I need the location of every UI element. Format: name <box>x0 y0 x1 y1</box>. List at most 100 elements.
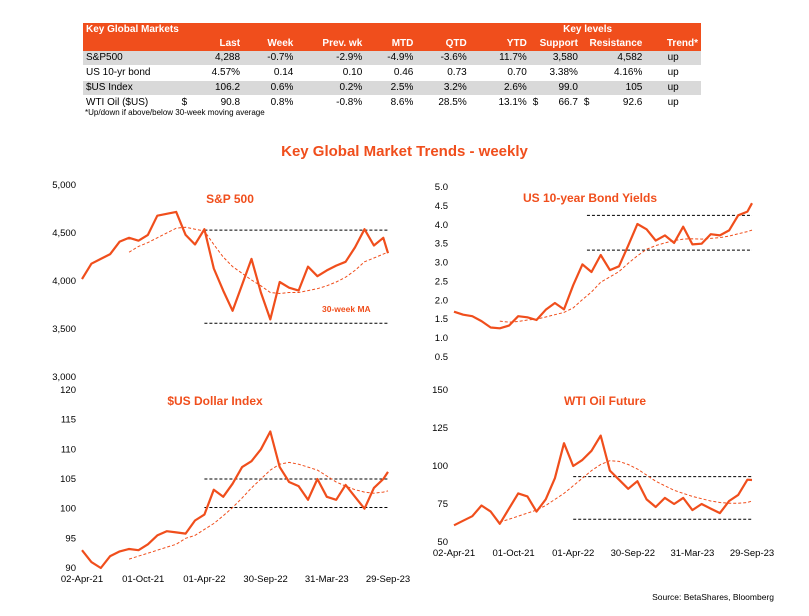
moving-average-line <box>128 461 389 560</box>
cell-mtd: 0.46 <box>365 65 417 81</box>
y-tick-label: 95 <box>65 533 76 544</box>
last-prefix <box>178 65 188 81</box>
sp500-chart: S&P 500 3,000 3,500 4,000 4,500 5,000 30-week … <box>52 180 390 383</box>
col-header-trend: Trend* <box>645 37 701 51</box>
y-tick-label: 3,000 <box>52 372 76 383</box>
source-note: Source: BetaShares, Bloomberg <box>652 592 774 602</box>
cell-support: 66.7 <box>543 95 581 111</box>
cell-trend: up <box>645 80 701 96</box>
table-row: $US Index 106.2 0.6% 0.2% 2.5% 3.2% 2.6%… <box>83 80 701 96</box>
x-tick-label: 02-Apr-21 <box>433 548 475 559</box>
table-footnote: *Up/down if above/below 30-week moving a… <box>85 108 265 117</box>
chart-panel-us10y: US 10-year Bond Yields 0.5 1.0 1.5 2.0 2.5 3.0… <box>400 170 800 385</box>
table-row: US 10-yr bond 4.57% 0.14 0.10 0.46 0.73 … <box>83 65 701 81</box>
y-tick-label: 2.0 <box>435 295 448 306</box>
cell-last: 4.57% <box>187 65 244 81</box>
support-prefix <box>529 80 544 96</box>
cell-qtd: 0.73 <box>416 65 470 81</box>
col-header-last: Last <box>187 37 244 51</box>
row-name: WTI Oil ($US) <box>83 95 179 111</box>
cell-ytd: 0.70 <box>469 65 530 81</box>
page-title: Key Global Market Trends - weekly <box>281 143 528 160</box>
col-header-support: Support <box>529 37 581 51</box>
x-tick-label: 31-Mar-23 <box>305 574 349 585</box>
cell-ytd: 11.7% <box>469 51 530 66</box>
cell-prev-week: -2.9% <box>296 51 366 66</box>
cell-prev-week: -0.8% <box>296 95 366 111</box>
y-tick-label: 3.5 <box>435 239 448 250</box>
usd-index-chart: $US Dollar Index 90 95 100 105 110 115 120 02-Ap… <box>60 385 410 585</box>
moving-average-line <box>128 226 389 295</box>
resistance-prefix <box>580 80 593 96</box>
cell-week: 0.8% <box>243 95 297 111</box>
chart-panel-sp500: S&P 500 3,000 3,500 4,000 4,500 5,000 30-week … <box>0 170 400 385</box>
x-tick-label: 01-Oct-21 <box>492 548 534 559</box>
cell-mtd: 8.6% <box>365 95 417 111</box>
chart-title: US 10-year Bond Yields <box>523 191 657 205</box>
cell-mtd: -4.9% <box>365 51 417 66</box>
table-header-row-2: Last Week Prev. wk MTD QTD YTD Support R… <box>83 37 701 51</box>
y-tick-label: 120 <box>60 385 76 396</box>
chart-panel-wti: WTI Oil Future 50 75 100 125 150 02-Apr-21 01-O… <box>400 380 800 590</box>
x-tick-label: 01-Apr-22 <box>183 574 225 585</box>
ma-annotation: 30-week MA <box>322 304 371 314</box>
col-header-prev-week: Prev. wk <box>296 37 366 51</box>
last-prefix: $ <box>178 95 188 111</box>
cell-qtd: 28.5% <box>416 95 470 111</box>
chart-title: WTI Oil Future <box>564 394 646 408</box>
x-tick-label: 29-Sep-23 <box>730 548 774 559</box>
resistance-prefix: $ <box>580 95 593 111</box>
cell-trend: up <box>645 95 701 111</box>
us10y-chart: US 10-year Bond Yields 0.5 1.0 1.5 2.0 2.5 3.0… <box>435 182 753 363</box>
y-tick-label: 115 <box>61 415 76 426</box>
y-tick-label: 4,000 <box>52 276 76 287</box>
x-tick-label: 31-Mar-23 <box>670 548 714 559</box>
last-prefix <box>178 80 188 96</box>
resistance-prefix <box>580 65 593 81</box>
y-tick-label: 3.0 <box>435 258 448 269</box>
cell-resistance: 4,582 <box>592 51 646 66</box>
resistance-prefix <box>580 51 593 66</box>
key-markets-table: Key Global Markets Key levels Last Week … <box>83 23 701 111</box>
y-tick-label: 105 <box>60 474 76 485</box>
y-tick-label: 4,500 <box>52 228 76 239</box>
row-name: S&P500 <box>83 51 179 66</box>
price-line <box>81 210 390 321</box>
y-tick-label: 5.0 <box>435 182 448 193</box>
support-prefix <box>529 65 544 81</box>
y-tick-label: 4.0 <box>435 220 448 231</box>
moving-average-line <box>499 229 753 323</box>
moving-average-line <box>499 460 753 523</box>
row-name: US 10-yr bond <box>83 65 179 81</box>
chart-title: S&P 500 <box>206 192 254 206</box>
cell-mtd: 2.5% <box>365 80 417 96</box>
cell-prev-week: 0.10 <box>296 65 366 81</box>
last-prefix <box>178 51 188 66</box>
chart-title: $US Dollar Index <box>167 394 263 408</box>
cell-week: -0.7% <box>243 51 297 66</box>
cell-trend: up <box>645 65 701 81</box>
cell-support: 99.0 <box>543 80 581 96</box>
y-tick-label: 0.5 <box>435 352 448 363</box>
x-tick-label: 02-Apr-21 <box>61 574 103 585</box>
table-header-row-1: Key Global Markets Key levels <box>83 23 701 37</box>
y-tick-label: 75 <box>437 499 448 510</box>
cell-last: 106.2 <box>187 80 244 96</box>
y-tick-label: 100 <box>60 504 76 515</box>
table-title: Key Global Markets <box>83 23 530 37</box>
x-tick-label: 30-Sep-22 <box>243 574 287 585</box>
cell-last: 90.8 <box>187 95 244 111</box>
cell-prev-week: 0.2% <box>296 80 366 96</box>
x-tick-label: 01-Apr-22 <box>552 548 594 559</box>
chart-panel-usd: $US Dollar Index 90 95 100 105 110 115 120 02-Ap… <box>0 380 410 590</box>
y-tick-label: 50 <box>437 537 448 548</box>
price-line <box>453 202 753 330</box>
y-tick-label: 2.5 <box>435 276 448 287</box>
support-prefix: $ <box>529 95 544 111</box>
x-tick-label: 01-Oct-21 <box>122 574 164 585</box>
cell-support: 3.38% <box>543 65 581 81</box>
y-tick-label: 110 <box>61 444 76 455</box>
cell-resistance: 105 <box>592 80 646 96</box>
cell-resistance: 4.16% <box>592 65 646 81</box>
x-tick-label: 29-Sep-23 <box>366 574 410 585</box>
